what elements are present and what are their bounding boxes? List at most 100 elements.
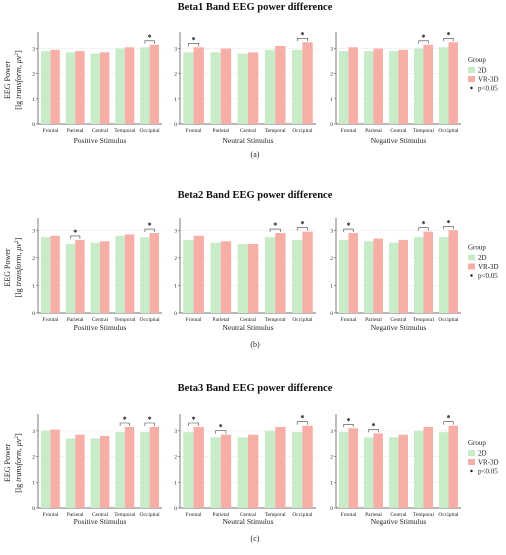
bar-vr3d (398, 434, 408, 508)
legend-swatch-vr3d (468, 76, 475, 82)
x-tick-label: Temporal (114, 512, 135, 518)
bar-2d (237, 244, 248, 313)
y-tick-label: 0 (330, 506, 333, 512)
y-tick-label: 3 (174, 228, 177, 234)
bar-vr3d (423, 231, 433, 313)
x-tick-label: Occipital (292, 317, 313, 323)
bar-2d (364, 437, 374, 508)
bar-vr3d (220, 241, 232, 313)
bar-2d (292, 49, 303, 125)
bar-2d (292, 239, 303, 313)
x-axis-label: Positive Stimulus (74, 323, 127, 332)
y-tick-label: 0 (174, 311, 177, 317)
bar-vr3d (302, 42, 313, 124)
y-axis-label-line2: [lg transform, μv2] (14, 433, 23, 493)
significance-star: * (422, 220, 426, 229)
significance-star: * (447, 414, 451, 423)
x-tick-label: Occipital (438, 512, 459, 518)
y-tick-label: 3 (174, 47, 177, 53)
bar-vr3d (193, 235, 204, 313)
x-tick-label: Central (240, 317, 257, 323)
y-tick-label: 2 (32, 455, 35, 461)
y-tick-label: 0 (32, 122, 35, 128)
legend-label-2d: 2D (478, 450, 487, 458)
bar-vr3d (448, 230, 458, 313)
bar-2d (339, 51, 349, 125)
x-tick-label: Parietal (212, 128, 229, 134)
legend-label-sig: p<0.05 (478, 85, 498, 93)
y-tick-label: 3 (32, 429, 35, 435)
bar-2d (292, 432, 303, 508)
x-axis-label: Neutral Stimulus (222, 136, 273, 145)
y-tick-label: 3 (330, 47, 333, 53)
bar-vr3d (124, 427, 135, 508)
legend-label-2d: 2D (478, 254, 487, 262)
x-tick-label: Parietal (212, 317, 229, 323)
x-tick-label: Parietal (67, 512, 84, 518)
significance-bracket (269, 228, 281, 233)
x-tick-label: Temporal (413, 128, 434, 134)
significance-star: * (219, 423, 223, 432)
bar-2d (65, 438, 76, 508)
bar-2d (439, 432, 449, 508)
significance-bracket (418, 227, 429, 231)
y-tick-label: 2 (32, 72, 35, 78)
bar-2d (183, 52, 194, 124)
bar-vr3d (398, 49, 408, 125)
bar-2d (237, 437, 248, 508)
bar-2d (210, 437, 221, 508)
x-tick-label: Occipital (438, 128, 459, 134)
y-tick-label: 0 (330, 311, 333, 317)
y-axis-label-line1: EEG Power (3, 61, 12, 99)
bar-vr3d (124, 47, 135, 124)
panel-label: (c) (251, 534, 260, 543)
bar-vr3d (75, 434, 85, 508)
x-tick-label: Occipital (292, 128, 313, 134)
bar-2d (140, 432, 150, 508)
bar-2d (65, 52, 76, 124)
x-tick-label: Parietal (67, 317, 84, 323)
x-tick-label: Occipital (140, 317, 161, 323)
x-axis-label: Neutral Stimulus (222, 323, 273, 332)
x-tick-label: Occipital (140, 512, 161, 518)
bar-vr3d (149, 44, 160, 124)
bar-vr3d (275, 233, 286, 313)
bar-2d (414, 237, 424, 313)
bar-2d (264, 430, 276, 508)
chart-title: Beta3 Band EEG power difference (178, 383, 333, 394)
bar-vr3d (373, 433, 383, 508)
x-tick-label: Temporal (413, 317, 434, 323)
bar-2d (40, 430, 51, 508)
significance-star: * (192, 35, 196, 44)
bar-2d (115, 432, 125, 508)
bar-2d (439, 47, 449, 124)
significance-star: * (447, 218, 451, 227)
y-axis-label-line1: EEG Power (3, 444, 12, 482)
significance-star: * (148, 415, 152, 424)
significance-star: * (300, 30, 304, 39)
x-tick-label: Frontal (42, 128, 58, 134)
x-tick-label: Temporal (265, 317, 286, 323)
significance-star: * (123, 415, 127, 424)
legend-sig-dot (470, 274, 473, 277)
significance-star: * (300, 220, 304, 229)
bar-vr3d (348, 428, 358, 508)
x-tick-label: Central (92, 128, 109, 134)
significance-bracket (70, 235, 81, 239)
bar-vr3d (448, 42, 458, 124)
bar-vr3d (75, 51, 85, 125)
chart-title: Beta2 Band EEG power difference (178, 190, 333, 201)
bar-vr3d (100, 52, 110, 124)
y-tick-label: 2 (330, 72, 333, 78)
x-tick-label: Frontal (341, 317, 357, 323)
significance-bracket (215, 430, 227, 434)
significance-bracket (343, 423, 354, 428)
bar-2d (389, 51, 399, 125)
x-tick-label: Occipital (438, 317, 459, 323)
bar-vr3d (302, 425, 313, 508)
y-tick-label: 3 (330, 429, 333, 435)
x-tick-label: Occipital (140, 128, 161, 134)
legend-label-2d: 2D (478, 67, 487, 75)
